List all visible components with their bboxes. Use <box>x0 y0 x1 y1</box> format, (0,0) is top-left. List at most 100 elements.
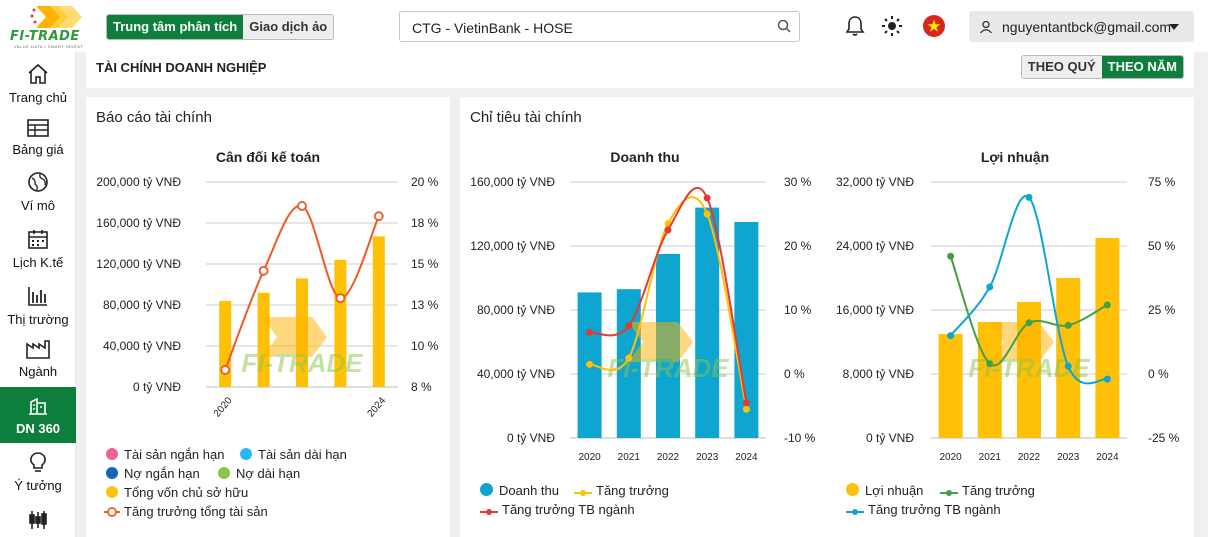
y2-tick-label: 20 % <box>411 175 439 189</box>
legend-label: Nợ dài hạn <box>236 466 301 481</box>
legend-item[interactable]: Tài sản dài hạn <box>240 447 347 462</box>
search-icon <box>777 19 791 33</box>
line-point <box>947 332 955 340</box>
sidebar-item-dn360[interactable]: DN 360 <box>0 387 76 443</box>
sidebar-item-market[interactable]: Thị trường <box>0 284 76 334</box>
y-tick-label: 80,000 tỷ VNĐ <box>103 298 181 312</box>
sidebar-item-label: Thị trường <box>7 312 69 327</box>
bar <box>616 289 641 438</box>
y2-tick-label: 0 % <box>784 367 805 381</box>
line-point <box>1025 319 1033 327</box>
fi-trade-logo[interactable]: FI-TRADE VALUE DATA • SMART INVEST <box>6 4 86 49</box>
y2-tick-label: 15 % <box>411 257 439 271</box>
analysis-center-button[interactable]: Trung tâm phân tích <box>107 15 244 39</box>
top-bar: FI-TRADE VALUE DATA • SMART INVEST Trung… <box>0 0 1208 52</box>
y2-tick-label: 50 % <box>1148 239 1176 253</box>
legend-item[interactable]: Tài sản ngắn hạn <box>106 447 224 462</box>
line-point <box>703 194 711 202</box>
industry-icon <box>26 340 50 359</box>
line-point <box>703 210 711 218</box>
logo-tagline: VALUE DATA • SMART INVEST <box>14 44 84 49</box>
y2-tick-label: 10 % <box>784 303 812 317</box>
sidebar-item-industry[interactable]: Ngành <box>0 338 76 388</box>
sidebar: Trang chủ Bảng giá Ví mô Lịch K.tế <box>0 52 76 537</box>
legend-label: Tăng trưởng <box>962 483 1035 498</box>
y-tick-label: 120,000 tỷ VNĐ <box>470 239 555 253</box>
by-quarter-button[interactable]: THEO QUÝ <box>1021 56 1102 78</box>
line-point <box>297 201 307 211</box>
legend-item[interactable]: Nợ ngắn hạn <box>106 466 200 481</box>
panel-title: Chỉ tiêu tài chính <box>470 109 582 126</box>
legend-label: Tăng trưởng TB ngành <box>502 502 635 517</box>
theme-sun-icon[interactable] <box>880 14 904 38</box>
notification-bell-icon[interactable] <box>843 14 867 38</box>
y2-tick-label: 0 % <box>1148 367 1169 381</box>
bar <box>1095 238 1120 438</box>
legend-item[interactable]: Nợ dài hạn <box>218 466 300 481</box>
search-value: CTG - VietinBank - HOSE <box>412 20 573 36</box>
chart-title: Cân đối kế toán <box>215 149 321 165</box>
legend-item[interactable]: Tăng trưởng <box>940 483 1035 498</box>
sidebar-item-economic-calendar[interactable]: Lịch K.tế <box>0 227 76 277</box>
line-point <box>586 328 594 336</box>
lightbulb-icon <box>30 452 46 472</box>
x-tick-label: 2020 <box>578 452 601 463</box>
y-tick-label: 160,000 tỷ VNĐ <box>470 175 555 189</box>
profit-chart: 32,000 tỷ VNĐ 75 % 24,000 tỷ VNĐ 50 % 16,000… <box>836 175 1180 463</box>
line-point <box>986 360 994 368</box>
watermark-text: FI-TRADE <box>241 348 363 378</box>
y2-tick-label: -10 % <box>784 431 816 445</box>
y2-tick-label: 20 % <box>784 239 812 253</box>
candlestick-icon[interactable] <box>26 508 50 532</box>
panel-title: Báo cáo tài chính <box>96 109 212 126</box>
bar <box>372 236 385 387</box>
y-tick-label: 16,000 tỷ VNĐ <box>836 303 914 317</box>
page-title: TÀI CHÍNH DOANH NGHIỆP <box>96 60 267 75</box>
user-menu[interactable]: nguyentantbck@gmail.com <box>969 11 1194 42</box>
vietnam-flag-icon[interactable] <box>922 14 946 38</box>
line-point <box>1103 375 1111 383</box>
legend-swatch <box>846 509 864 515</box>
financial-report-panel: Báo cáo tài chính Cân đối kế toán 200,00… <box>86 97 450 537</box>
sidebar-item-macro[interactable]: Ví mô <box>0 170 76 220</box>
legend-label: Tăng trưởng tổng tài sản <box>124 504 268 519</box>
x-tick-label: 2023 <box>1057 452 1080 463</box>
user-icon <box>980 20 992 34</box>
line-point <box>742 399 750 407</box>
sidebar-item-ideas[interactable]: Ý tưởng <box>0 450 76 500</box>
sidebar-item-home[interactable]: Trang chủ <box>0 62 76 112</box>
sidebar-item-label: Ngành <box>18 364 58 379</box>
stock-search-input[interactable]: CTG - VietinBank - HOSE <box>399 11 800 42</box>
x-tick-label: 2023 <box>696 452 719 463</box>
x-tick-label: 2020 <box>939 452 962 463</box>
home-icon <box>28 63 48 84</box>
legend-item[interactable]: Tăng trưởng TB ngành <box>480 502 635 517</box>
legend-swatch <box>574 490 592 496</box>
legend-item[interactable]: Tăng trưởng TB ngành <box>846 502 1001 517</box>
line-point <box>625 322 633 330</box>
by-year-button[interactable]: THEO NĂM <box>1101 56 1183 78</box>
virtual-trading-button[interactable]: Giao dịch ảo <box>243 15 334 39</box>
legend-label: Tăng trưởng TB ngành <box>868 502 1001 517</box>
legend-item[interactable]: Tăng trưởng <box>574 483 669 498</box>
legend-item[interactable]: Lợi nhuận <box>846 483 923 498</box>
legend-swatch <box>846 483 859 496</box>
legend-item[interactable]: Tổng vốn chủ sở hữu <box>106 485 248 500</box>
y-tick-label: 0 tỷ VNĐ <box>866 431 914 445</box>
line-point <box>335 293 346 304</box>
x-tick-label: 2021 <box>618 452 641 463</box>
revenue-chart: 160,000 tỷ VNĐ 30 % 120,000 tỷ VNĐ 20 % 80,0… <box>470 175 816 463</box>
line-point <box>373 211 384 222</box>
y2-tick-label: 75 % <box>1148 175 1176 189</box>
y2-tick-label: 25 % <box>1148 303 1176 317</box>
legend-swatch <box>106 467 118 479</box>
legend-item[interactable]: Doanh thu <box>480 483 559 498</box>
y-tick-label: 0 tỷ VNĐ <box>507 431 555 445</box>
series-line <box>949 255 1108 367</box>
legend-label: Tài sản ngắn hạn <box>124 447 225 462</box>
sidebar-item-price-board[interactable]: Bảng giá <box>0 118 76 168</box>
y2-tick-label: 18 % <box>411 216 439 230</box>
x-tick-label: 2022 <box>1018 452 1041 463</box>
line-point <box>986 283 994 291</box>
legend-item[interactable]: Tăng trưởng tổng tài sản <box>104 504 268 519</box>
